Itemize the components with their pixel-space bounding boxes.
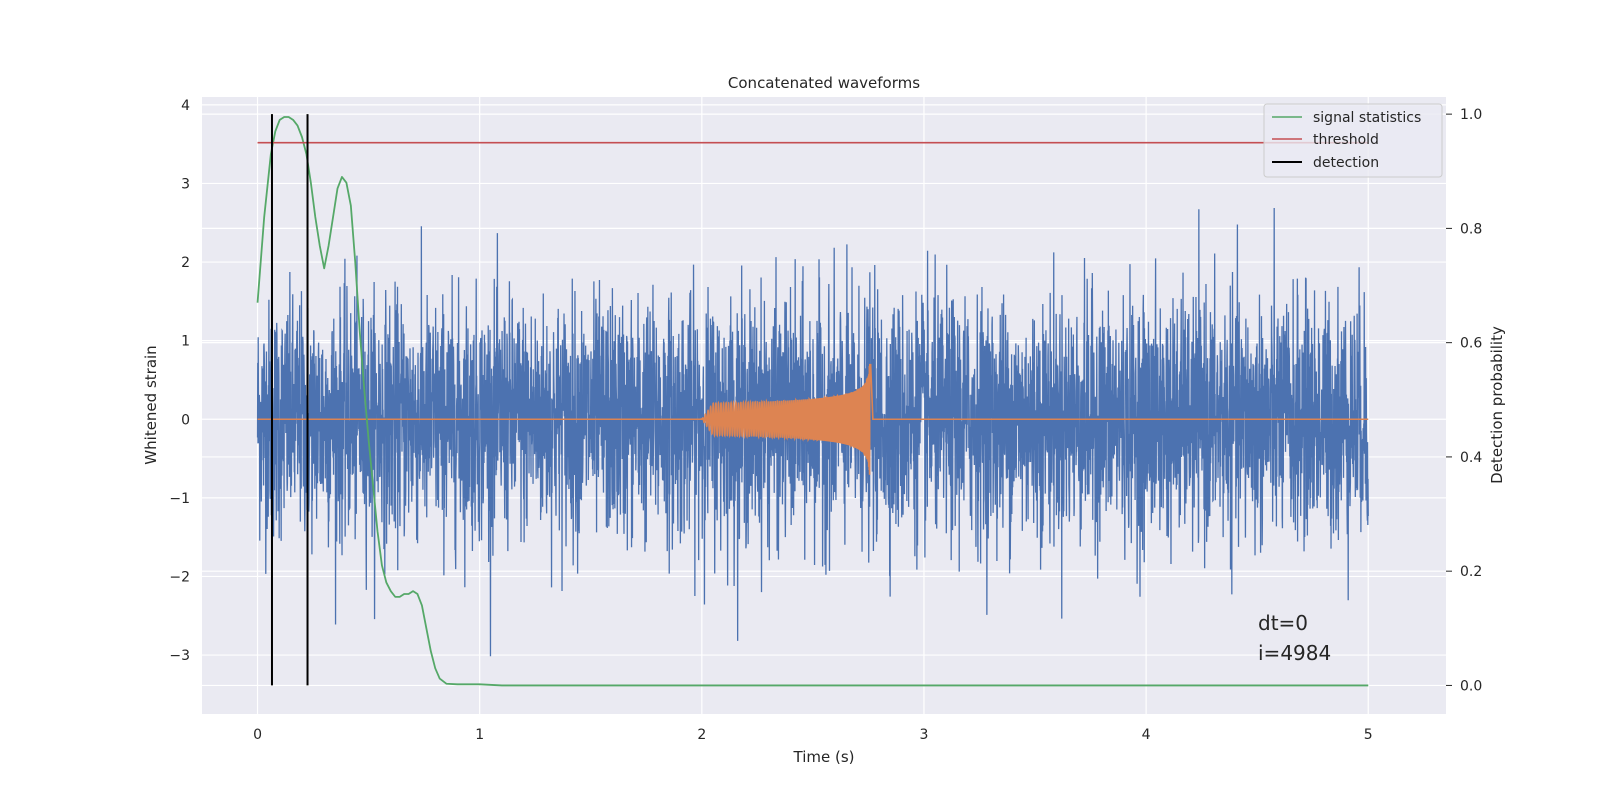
y-right-tick-label: 0.8 bbox=[1460, 221, 1482, 237]
x-tick-label: 5 bbox=[1364, 727, 1373, 743]
series-whitened-strain bbox=[256, 208, 1369, 657]
y-tick-label: 4 bbox=[181, 98, 190, 114]
annotation-dt: dt=0 bbox=[1258, 611, 1308, 635]
whitened-strain-line bbox=[256, 208, 1369, 657]
annotation-index: i=4984 bbox=[1258, 641, 1331, 665]
legend-label-threshold: threshold bbox=[1313, 132, 1379, 148]
y-tick-label: −3 bbox=[169, 648, 190, 664]
x-axis-label: Time (s) bbox=[793, 748, 855, 766]
y-tick-label: −2 bbox=[169, 569, 190, 585]
y-tick-label: 3 bbox=[181, 176, 190, 192]
x-tick-label: 3 bbox=[920, 727, 929, 743]
y-right-tick-label: 0.6 bbox=[1460, 336, 1482, 352]
waveform-line bbox=[257, 363, 1369, 475]
ticks: 0 1 2 3 4 5 −3 −2 −1 0 1 2 3 4 0.0 0.2 0.4 0.6 0.8 1.0 bbox=[169, 98, 1482, 743]
y-axis-right-label: Detection probability bbox=[1488, 326, 1506, 484]
legend: signal statistics threshold detection bbox=[1263, 103, 1443, 178]
y-right-tick-label: 0.2 bbox=[1460, 564, 1482, 580]
y-tick-label: 0 bbox=[181, 412, 190, 428]
y-tick-label: 1 bbox=[181, 334, 190, 350]
legend-label-detection: detection bbox=[1313, 155, 1379, 171]
x-tick-label: 1 bbox=[475, 727, 484, 743]
y-right-tick-label: 1.0 bbox=[1460, 107, 1482, 123]
series-right-axis bbox=[256, 114, 1369, 687]
x-tick-label: 0 bbox=[253, 727, 262, 743]
y-tick-label: 2 bbox=[181, 255, 190, 271]
x-tick-label: 4 bbox=[1142, 727, 1151, 743]
y-right-tick-label: 0.0 bbox=[1460, 678, 1482, 694]
x-tick-label: 2 bbox=[697, 727, 706, 743]
series-waveform bbox=[257, 363, 1369, 475]
y-right-tick-label: 0.4 bbox=[1460, 450, 1482, 466]
y-axis-label: Whitened strain bbox=[142, 345, 160, 464]
chart-title: Concatenated waveforms bbox=[728, 74, 920, 92]
legend-label-signal-statistics: signal statistics bbox=[1313, 110, 1421, 126]
legend-box bbox=[1263, 103, 1443, 178]
signal-statistics-line bbox=[256, 116, 1369, 687]
y-tick-label: −1 bbox=[169, 491, 190, 507]
